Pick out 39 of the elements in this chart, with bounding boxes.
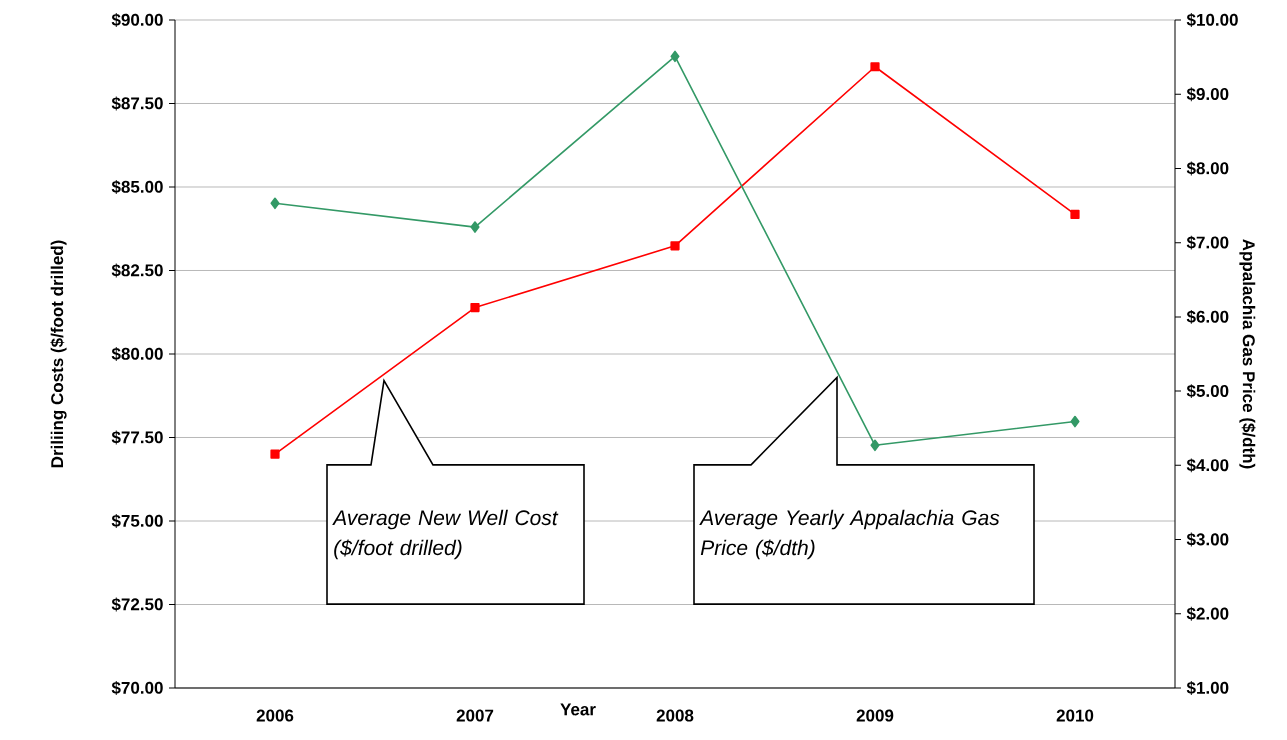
y-tick-label: $72.50 (111, 597, 163, 612)
y-tick-label: $75.00 (111, 514, 163, 528)
point (470, 221, 480, 233)
y-tick-label: $80.00 (111, 347, 163, 361)
y-tick-label: $85.00 (111, 180, 163, 194)
annotation: Average Yearly Appalachia Gas Price ($/dth) (699, 509, 1000, 560)
point (270, 449, 280, 459)
point (470, 302, 480, 313)
x-tick-label: 2010 (1056, 709, 1094, 722)
y2-tick-label: $1.00 (1186, 681, 1229, 695)
x-tick-label: 2006 (256, 709, 294, 722)
x-axis-title: Year (560, 703, 596, 716)
point (870, 439, 880, 452)
point (1070, 415, 1080, 428)
y2-tick-label: $2.00 (1186, 606, 1229, 621)
y2-tick-label: $9.00 (1186, 87, 1229, 102)
point (670, 50, 680, 63)
annotation: Average New Well Cost ($/foot drilled) (332, 509, 559, 560)
y2-tick-label: $5.00 (1186, 384, 1229, 399)
y-tick-label: $90.00 (111, 13, 163, 27)
point (870, 62, 880, 72)
x-tick-label: 2008 (656, 709, 694, 722)
y2-tick-label: $10.00 (1186, 13, 1238, 27)
x-tick-label: 2007 (456, 709, 494, 722)
y-tick-label: $87.50 (111, 96, 163, 111)
y-tick-label: $77.50 (111, 430, 163, 445)
y-axis-title: Driliing Costs ($/foot drilled) (50, 240, 67, 468)
y2-tick-label: $6.00 (1186, 309, 1229, 324)
y-tick-label: $82.50 (111, 263, 163, 278)
point (1070, 209, 1080, 219)
y2-tick-label: $4.00 (1186, 458, 1229, 473)
y2-tick-label: $3.00 (1186, 532, 1229, 547)
y-tick-label: $70.00 (111, 681, 163, 695)
y2-axis-title: Appalachia Gas Price ($/dth) (1239, 239, 1256, 469)
point (270, 197, 280, 210)
y2-tick-label: $8.00 (1186, 161, 1229, 176)
point (670, 241, 680, 251)
x-tick-label: 2009 (856, 709, 894, 722)
y2-tick-label: $7.00 (1186, 235, 1229, 250)
